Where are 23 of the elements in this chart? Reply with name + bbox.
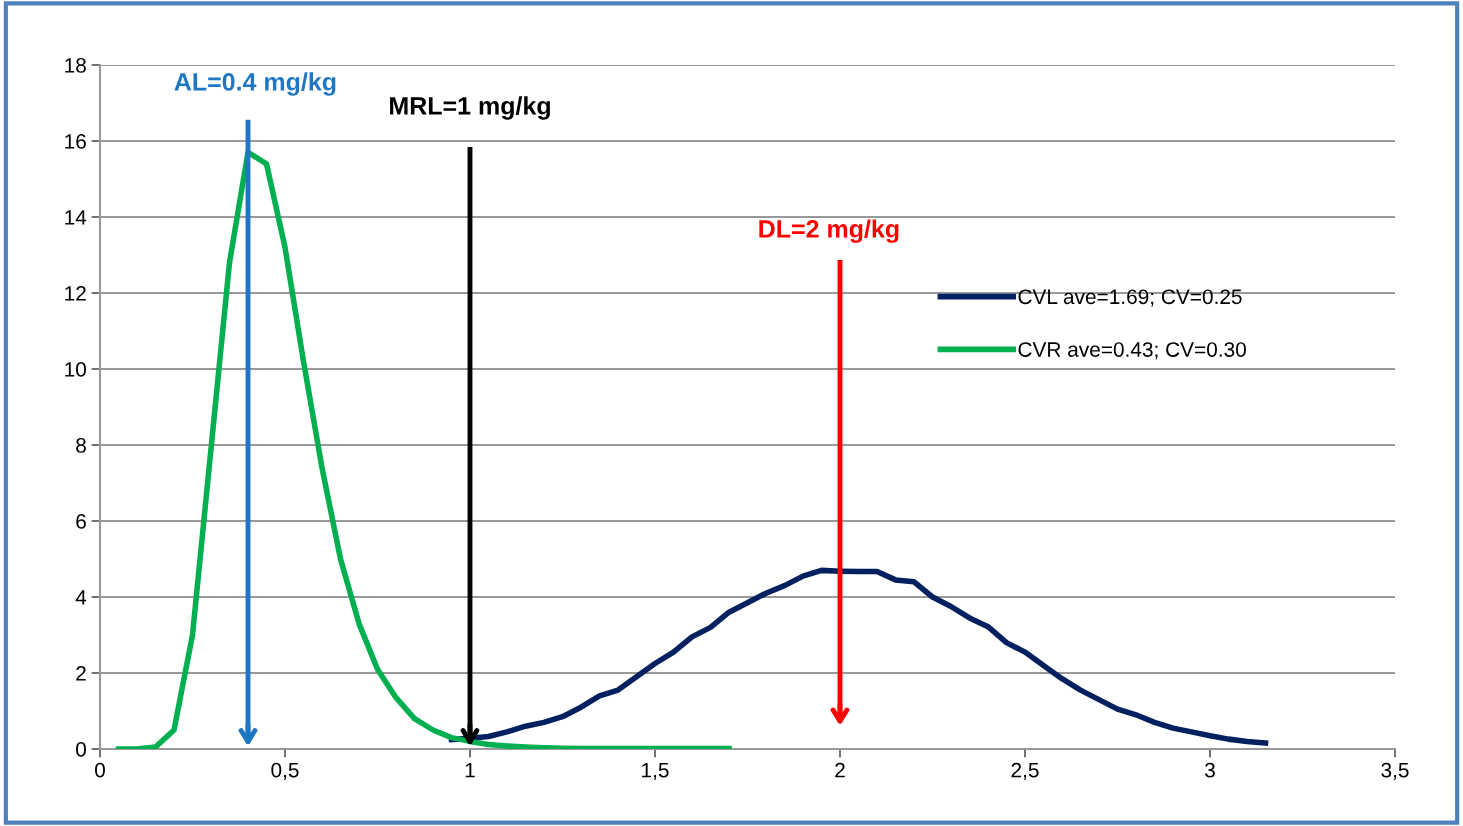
- x-tick-label: 0: [95, 762, 105, 778]
- x-tick-label: 0,5: [271, 762, 299, 780]
- y-tick-label: 10: [65, 362, 86, 377]
- y-tick-label: 6: [76, 514, 86, 529]
- y-tick-label: 0: [76, 742, 86, 757]
- ref-line-label: DL=2 mg/kg: [759, 219, 899, 243]
- ref-line-label: MRL=1 mg/kg: [390, 96, 550, 120]
- y-tick-label: 2: [76, 666, 86, 681]
- legend-label: CVL ave=1.69; CV=0.25: [1018, 289, 1242, 307]
- x-tick-label: 1: [465, 762, 475, 778]
- y-tick-label: 12: [65, 286, 86, 301]
- y-tick-label: 8: [76, 438, 86, 453]
- y-tick-label: 16: [65, 134, 86, 149]
- y-tick-label: 4: [75, 590, 87, 605]
- legend-label: CVR ave=0.43; CV=0.30: [1018, 342, 1246, 360]
- x-tick-label: 1,5: [642, 762, 669, 780]
- x-tick-label: 3,5: [1381, 762, 1409, 780]
- ref-line-label: AL=0.4 mg/kg: [174, 72, 336, 96]
- x-tick-label: 2: [835, 762, 845, 778]
- x-tick-label: 3: [1205, 762, 1215, 778]
- y-tick-label: 18: [65, 58, 86, 73]
- y-tick-label: 14: [65, 210, 87, 225]
- x-tick-label: 2,5: [1011, 762, 1039, 780]
